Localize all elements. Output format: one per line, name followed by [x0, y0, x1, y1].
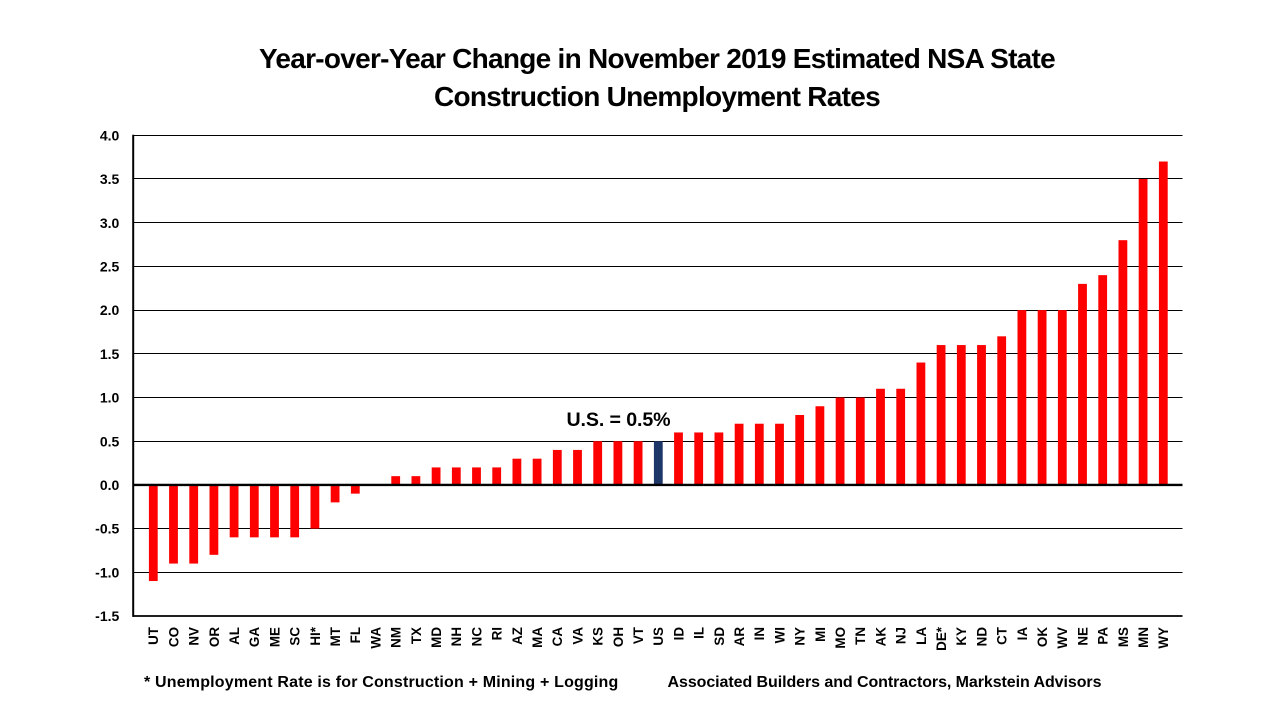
svg-text:NM: NM: [389, 627, 404, 648]
svg-text:-1.5: -1.5: [95, 608, 119, 624]
svg-text:VT: VT: [631, 626, 646, 644]
svg-text:NY: NY: [793, 627, 808, 646]
svg-text:TN: TN: [853, 627, 868, 645]
svg-text:IA: IA: [1015, 627, 1030, 641]
svg-text:MD: MD: [429, 627, 444, 648]
svg-text:3.5: 3.5: [100, 171, 120, 187]
svg-text:VA: VA: [570, 627, 585, 645]
svg-text:US: US: [651, 627, 666, 646]
svg-text:WY: WY: [1156, 627, 1171, 649]
svg-text:NV: NV: [187, 627, 202, 646]
svg-text:WI: WI: [772, 627, 787, 643]
svg-text:-1.0: -1.0: [95, 564, 119, 580]
svg-text:CO: CO: [166, 627, 181, 647]
svg-text:OK: OK: [1035, 627, 1050, 647]
svg-text:AL: AL: [227, 627, 242, 645]
svg-text:DE*: DE*: [934, 626, 949, 651]
svg-text:ND: ND: [974, 627, 989, 647]
svg-text:MI: MI: [813, 627, 828, 642]
svg-text:WA: WA: [368, 627, 383, 649]
svg-text:0.0: 0.0: [100, 477, 120, 493]
svg-text:0.5: 0.5: [100, 433, 120, 449]
svg-text:IN: IN: [752, 627, 767, 640]
svg-text:GA: GA: [247, 627, 262, 647]
svg-text:Construction Unemployment Rate: Construction Unemployment Rates: [434, 81, 880, 112]
svg-text:MA: MA: [530, 627, 545, 648]
svg-text:-0.5: -0.5: [95, 521, 119, 537]
svg-text:AK: AK: [873, 627, 888, 647]
svg-text:SC: SC: [288, 627, 303, 646]
svg-text:MT: MT: [328, 626, 343, 646]
svg-text:KY: KY: [954, 627, 969, 646]
svg-text:AR: AR: [732, 627, 747, 647]
svg-text:CA: CA: [550, 627, 565, 647]
svg-text:LA: LA: [914, 627, 929, 645]
svg-text:NC: NC: [469, 627, 484, 647]
svg-text:NJ: NJ: [894, 627, 909, 644]
svg-text:SD: SD: [712, 627, 727, 646]
svg-text:PA: PA: [1096, 627, 1111, 645]
svg-text:KS: KS: [591, 627, 606, 646]
svg-text:FL: FL: [348, 627, 363, 643]
svg-text:1.0: 1.0: [100, 390, 120, 406]
svg-text:RI: RI: [490, 627, 505, 640]
svg-text:TX: TX: [409, 627, 424, 644]
svg-text:ME: ME: [267, 627, 282, 647]
svg-text:Year-over-Year Change in Novem: Year-over-Year Change in November 2019 E…: [259, 43, 1055, 74]
svg-text:OH: OH: [611, 627, 626, 647]
svg-text:2.5: 2.5: [100, 259, 120, 275]
svg-text:IL: IL: [692, 627, 707, 639]
svg-text:WV: WV: [1055, 627, 1070, 649]
svg-text:MS: MS: [1116, 627, 1131, 647]
svg-text:MO: MO: [833, 627, 848, 649]
svg-text:1.5: 1.5: [100, 346, 120, 362]
svg-text:Associated Builders and Contra: Associated Builders and Contractors, Mar…: [668, 674, 1102, 691]
svg-text:4.0: 4.0: [100, 127, 120, 143]
svg-text:CT: CT: [995, 626, 1010, 645]
svg-text:3.0: 3.0: [100, 215, 120, 231]
svg-text:OR: OR: [207, 627, 222, 647]
svg-text:HI*: HI*: [308, 626, 323, 645]
svg-text:MN: MN: [1136, 627, 1151, 648]
svg-text:ID: ID: [671, 627, 686, 641]
svg-text:NH: NH: [449, 627, 464, 646]
svg-text:U.S. = 0.5%: U.S. = 0.5%: [567, 409, 671, 431]
svg-text:AZ: AZ: [510, 627, 525, 645]
svg-text:2.0: 2.0: [100, 302, 120, 318]
svg-text:NE: NE: [1075, 627, 1090, 646]
svg-text:UT: UT: [146, 626, 161, 645]
svg-text:* Unemployment Rate is for Con: * Unemployment Rate is for Construction …: [144, 674, 618, 691]
